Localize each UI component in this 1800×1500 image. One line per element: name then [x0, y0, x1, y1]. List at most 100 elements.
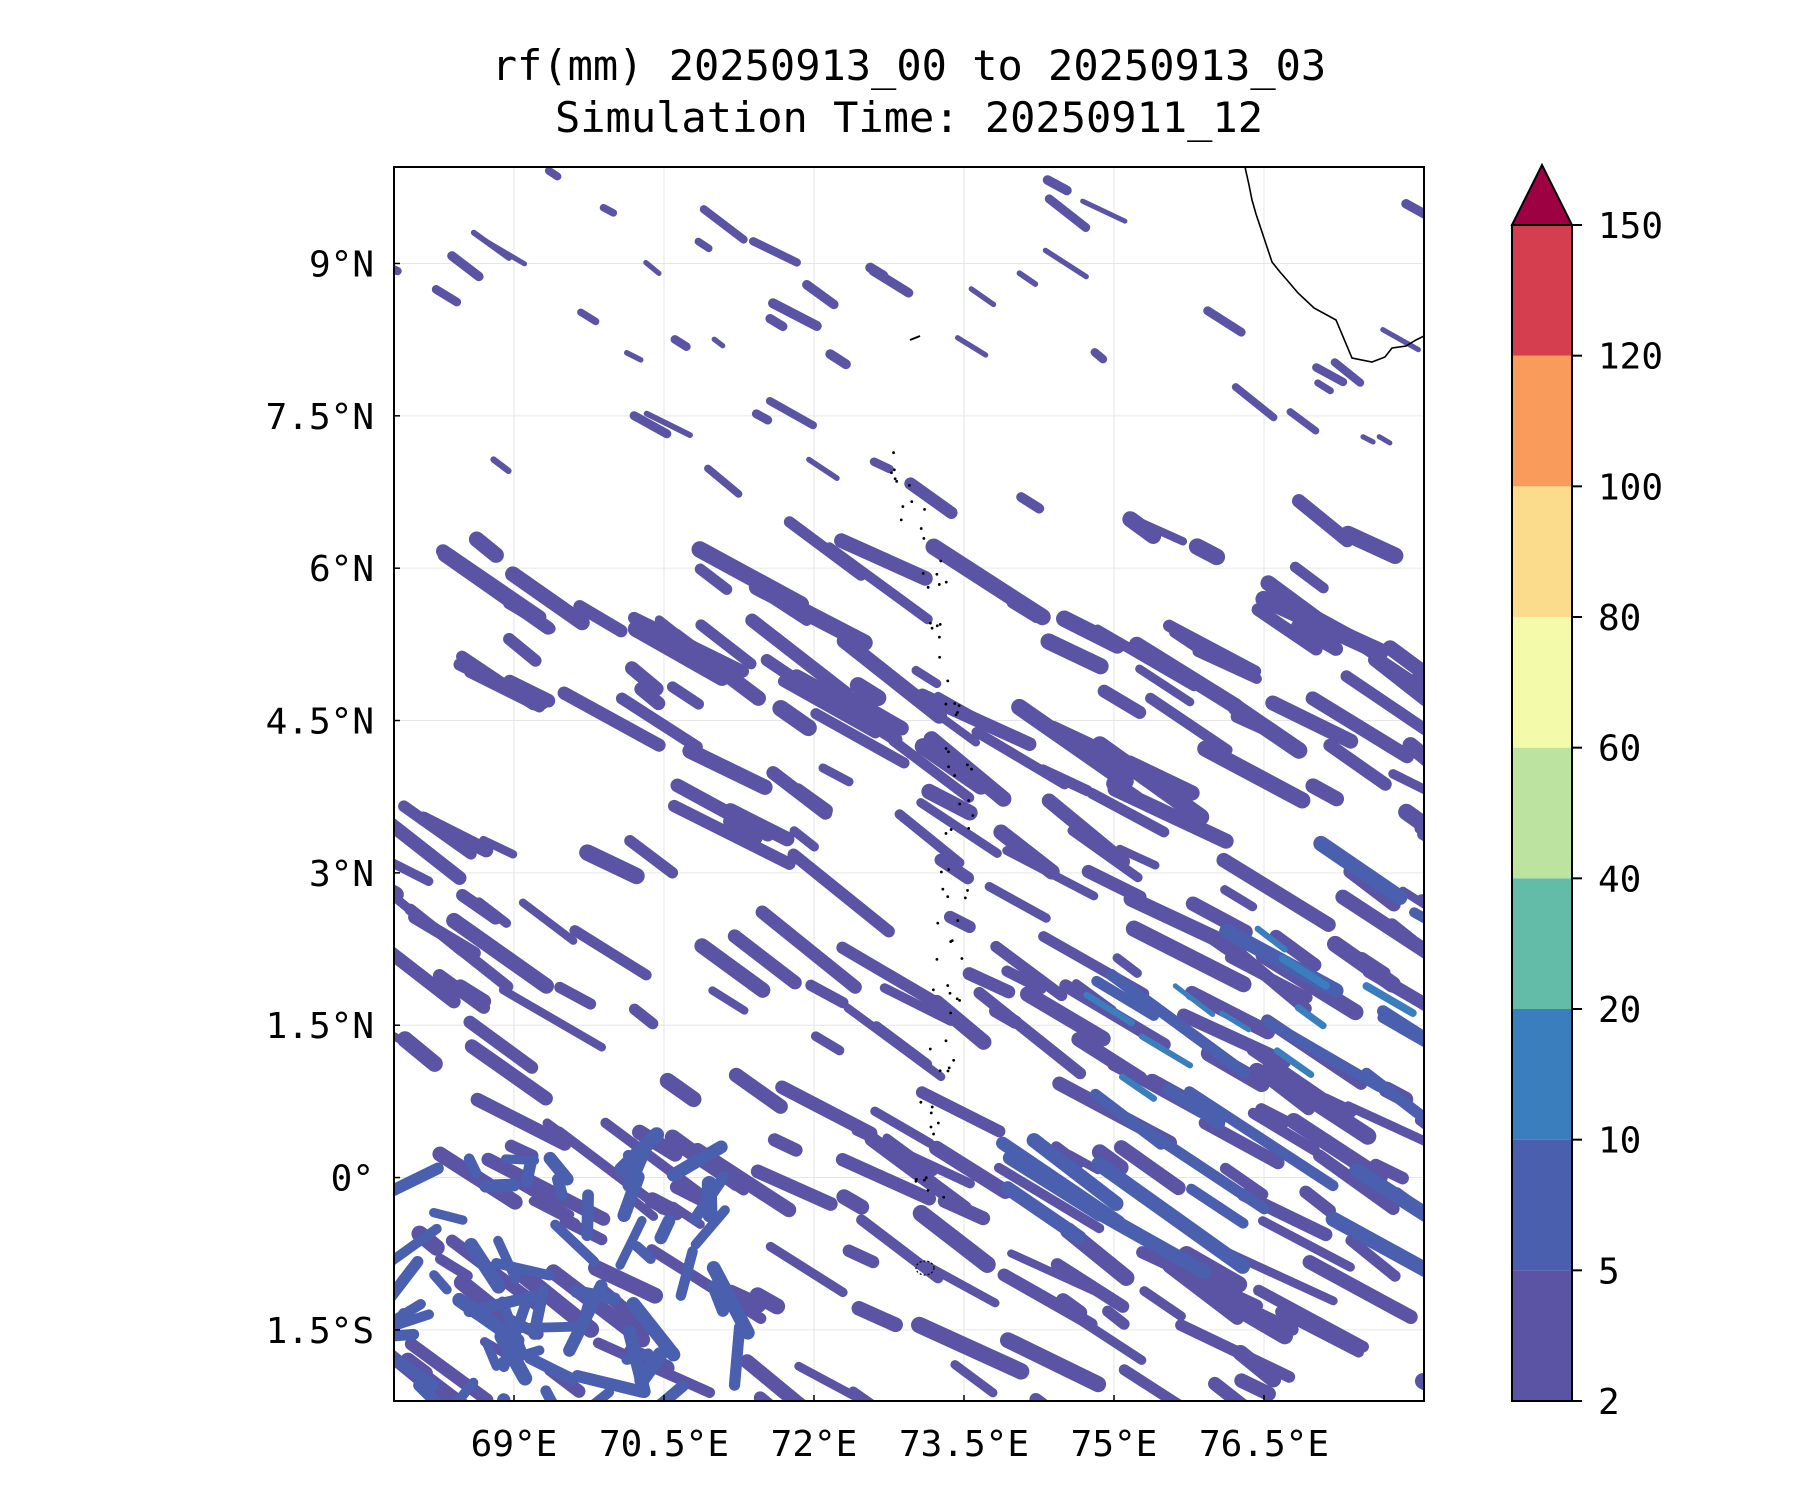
- rain-streak: [1208, 1376, 1249, 1401]
- island-dot: [910, 500, 914, 504]
- rain-streak: [356, 192, 387, 207]
- rain-streak: [1356, 952, 1391, 979]
- rain-streak: [550, 1219, 600, 1267]
- rain-streak: [962, 967, 1016, 999]
- rain-streak: [849, 677, 887, 707]
- rain-streak: [1409, 907, 1424, 924]
- colorbar-segment: [1512, 1139, 1572, 1271]
- rain-streak: [835, 1152, 937, 1206]
- rain-streak: [1118, 1364, 1184, 1401]
- rain-streak: [810, 708, 910, 769]
- rain-streak: [505, 566, 590, 631]
- rain-streak: [755, 905, 862, 994]
- colorbar-segment: [1512, 1009, 1572, 1140]
- rain-streak: [497, 1296, 527, 1357]
- colorbar-tick-label: 10: [1598, 1121, 1641, 1162]
- island-dot: [944, 580, 948, 584]
- rain-streak: [1083, 991, 1135, 1026]
- rain-streak: [1139, 1286, 1186, 1322]
- rain-streak: [1044, 194, 1091, 232]
- island-mark: [909, 335, 921, 341]
- rain-streak: [690, 1205, 730, 1250]
- rain-streak: [1232, 1344, 1282, 1388]
- rain-streak: [704, 464, 743, 498]
- island-dot: [950, 939, 954, 943]
- rain-streak: [1091, 736, 1210, 826]
- island-dot: [949, 828, 953, 831]
- island-dot: [957, 704, 961, 708]
- rain-streak: [984, 881, 1051, 923]
- rain-streak: [423, 1372, 469, 1401]
- rain-streak: [429, 1207, 468, 1225]
- island-dot: [944, 747, 948, 750]
- rain-streak: [753, 584, 812, 627]
- rain-streak: [468, 531, 504, 563]
- rain-streak: [628, 611, 750, 678]
- rain-streak: [528, 1196, 581, 1228]
- rain-streak: [1030, 1285, 1147, 1365]
- rain-streak: [1186, 1183, 1249, 1229]
- rain-streak: [727, 929, 802, 990]
- lat-tick-label: 6°N: [309, 549, 374, 590]
- rain-streak: [750, 1164, 838, 1211]
- rain-streak: [1302, 1255, 1418, 1324]
- islands: [890, 335, 975, 1276]
- rain-streak: [1313, 1149, 1400, 1216]
- rain-streak: [1360, 434, 1376, 445]
- rain-streak: [588, 1259, 664, 1304]
- island-dot: [923, 507, 926, 511]
- rain-streak: [579, 844, 645, 885]
- rain-streak: [394, 858, 434, 886]
- island-dot: [919, 1100, 923, 1104]
- rain-streak: [911, 665, 942, 689]
- rain-streak: [1016, 492, 1045, 514]
- rain-streak: [989, 1004, 1023, 1029]
- rain-streak: [842, 1244, 880, 1269]
- rain-streak: [1289, 561, 1329, 594]
- rain-streak: [1091, 1156, 1251, 1274]
- rain-streak: [669, 1180, 712, 1209]
- rain-streak: [524, 1352, 579, 1386]
- rain-streak: [599, 203, 618, 217]
- rain-streak: [675, 1246, 698, 1301]
- rain-streak: [1203, 306, 1246, 337]
- colorbar-segment: [1512, 355, 1572, 487]
- rain-streak: [699, 205, 748, 244]
- rain-streak: [993, 824, 1060, 880]
- island-dot: [967, 827, 971, 830]
- island-dot: [935, 624, 939, 628]
- rain-streak: [1185, 896, 1253, 940]
- island-dot: [958, 802, 962, 806]
- rain-streak: [1402, 737, 1424, 767]
- island-dot: [965, 763, 969, 767]
- rain-streak: [667, 799, 796, 870]
- rain-streak: [933, 691, 1020, 744]
- rain-streak: [1362, 982, 1417, 1017]
- rain-streak: [706, 1261, 755, 1340]
- island-dot: [944, 1039, 948, 1043]
- rain-streak: [554, 981, 597, 1010]
- rain-streak: [911, 1316, 1030, 1380]
- island-dot: [892, 451, 895, 455]
- rain-streak: [1114, 1140, 1186, 1196]
- island-dot: [956, 919, 960, 922]
- colorbar: 2 5 10 20 40 60 80 100 120 150: [1510, 162, 1663, 1423]
- rain-streak: [894, 809, 965, 868]
- rain-streak: [1119, 1073, 1158, 1102]
- rain-streak: [879, 983, 956, 1026]
- rain-streak: [916, 798, 1002, 858]
- rain-streak: [1388, 769, 1424, 795]
- colorbar-extend-arrow: [1510, 162, 1574, 226]
- island-dot: [946, 679, 950, 683]
- rain-streak: [1041, 793, 1131, 869]
- island-dot: [946, 1069, 950, 1073]
- rain-streak: [689, 1171, 730, 1225]
- rain-streak: [1091, 1144, 1129, 1176]
- rain-streak: [1071, 1032, 1148, 1086]
- rain-streak: [993, 1162, 1105, 1234]
- rain-streak: [950, 1360, 998, 1398]
- island-dot: [928, 621, 932, 625]
- rain-streak: [996, 1136, 1126, 1229]
- island-dot: [936, 921, 940, 925]
- rain-streak: [563, 1279, 608, 1357]
